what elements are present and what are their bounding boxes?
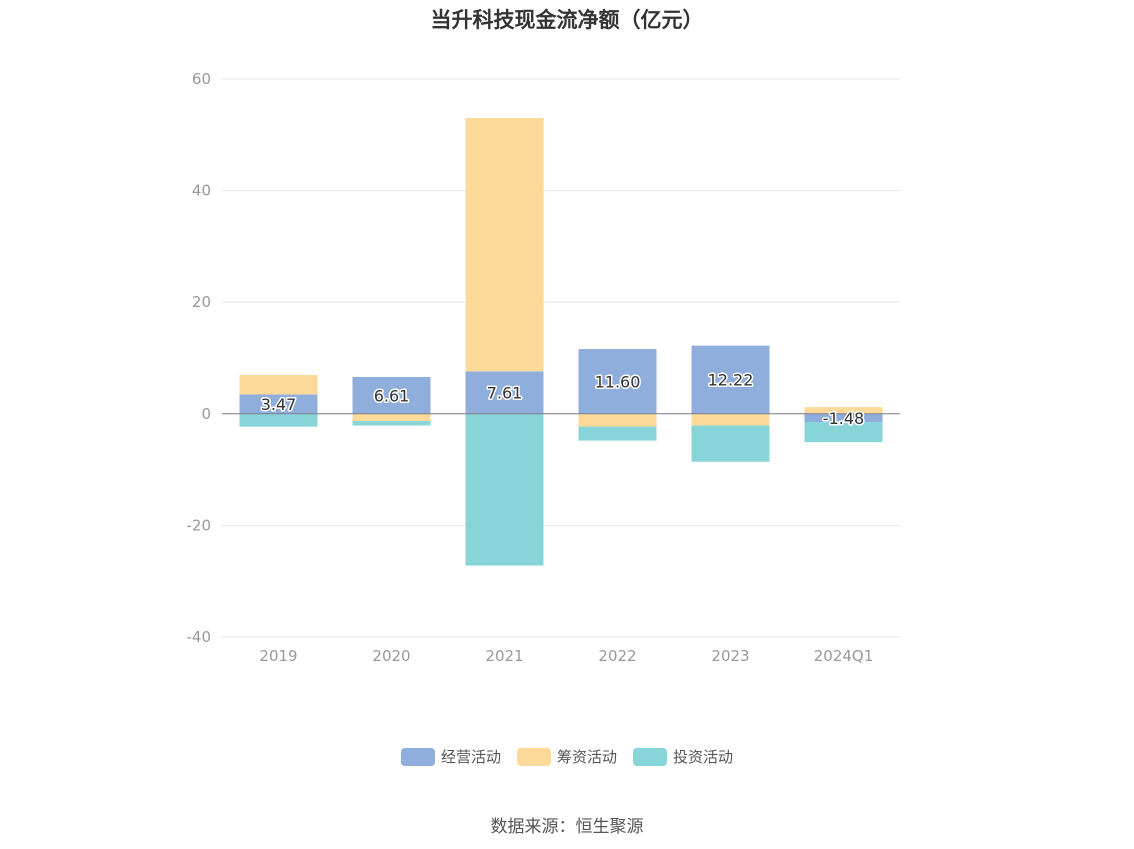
y-tick-label: 60 [192,70,211,88]
x-tick-label: 2019 [259,647,297,665]
bar-segment [239,413,318,427]
bar-segment [804,407,883,414]
bar-segment [804,413,883,423]
data-label: 3.47 [261,395,297,414]
chart-legend: 经营活动 筹资活动 投资活动 [0,746,1134,767]
data-label: -1.48 [823,409,864,428]
legend-label: 筹资活动 [556,748,617,766]
chart-title: 当升科技现金流净额（亿元） [430,8,704,32]
y-tick-label: 20 [192,293,211,311]
x-tick-label: 2020 [372,647,410,665]
bar-segment [578,426,657,441]
legend-item[interactable]: 投资活动 [633,746,733,767]
y-tick-label: -20 [187,516,212,534]
y-tick-label: 0 [201,405,211,423]
bar-segment [352,413,431,422]
x-tick-label: 2023 [711,647,749,665]
y-tick-label: -40 [187,628,212,646]
legend-item[interactable]: 筹资活动 [516,746,617,767]
legend-swatch [633,747,667,766]
x-tick-label: 2024Q1 [814,647,874,665]
data-label: 12.22 [708,371,754,390]
y-tick-label: 40 [192,182,211,200]
legend-swatch [516,747,551,766]
bar-segment [465,413,544,566]
bar-segment [691,345,770,414]
bar-segment [804,422,883,443]
data-source-note: 数据来源：恒生聚源 [490,817,644,837]
x-tick-label: 2022 [598,647,636,665]
legend-label: 投资活动 [673,748,734,766]
bar-segment [691,413,770,426]
x-tick-label: 2021 [485,647,523,665]
bar-segment [352,376,431,414]
bar-segment [465,118,544,372]
bar-segment [352,421,431,426]
legend-item[interactable]: 经营活动 [400,746,501,767]
bar-segment [578,413,657,427]
legend-label: 经营活动 [440,748,501,766]
legend-swatch [400,747,435,766]
bar-segment [691,425,770,462]
bar-segment [578,349,657,414]
data-label: 11.60 [595,372,641,391]
bar-segment [465,371,544,414]
bar-segment [239,374,318,395]
data-label: 6.61 [374,386,410,405]
bar-segment [239,394,318,414]
data-label: 7.61 [487,384,523,403]
